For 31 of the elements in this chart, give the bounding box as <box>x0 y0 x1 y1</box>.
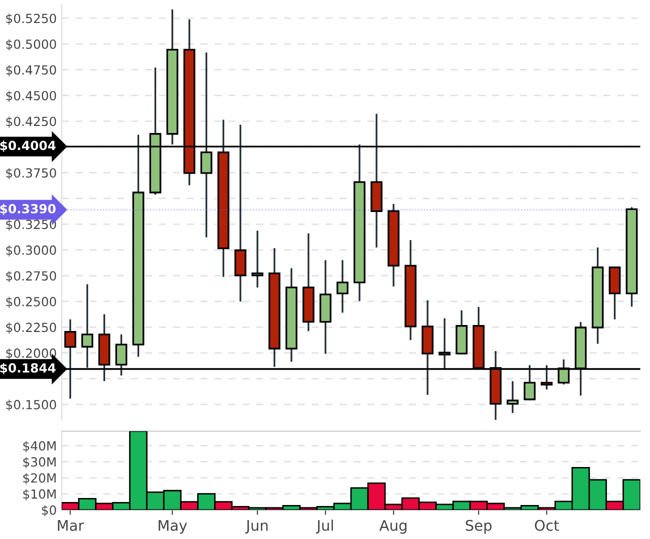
x-tick-label: May <box>158 520 187 534</box>
y-tick-label: $0.1500 <box>6 400 56 412</box>
y-tick-label: $0.3250 <box>6 219 56 231</box>
y-tick-label: $0.3000 <box>6 245 56 257</box>
y-tick-label: $0.2750 <box>6 270 56 282</box>
x-tick-label: Jun <box>245 520 268 534</box>
candlestick <box>251 230 264 288</box>
x-tick-label: Mar <box>58 520 84 531</box>
ref-line-label: $0.3390 <box>0 204 56 216</box>
x-tick-label: Oct <box>534 520 559 531</box>
y-tick-label: $0.2500 <box>6 296 56 308</box>
y-tick-label: $0.2250 <box>6 322 56 334</box>
x-tick-label: Jul <box>316 520 333 534</box>
y-tick-label: $0.4750 <box>6 64 56 76</box>
x-tick-label: Aug <box>379 520 406 534</box>
y-tick-label: $0.4500 <box>6 90 56 102</box>
y-tick-label: $0.2000 <box>6 348 56 360</box>
y-tick-label: $20M <box>23 473 56 484</box>
ref-line-label: $0.4004 <box>0 140 56 152</box>
y-tick-label: $40M <box>23 440 56 452</box>
candlestick <box>336 260 348 313</box>
candlestick <box>506 381 519 413</box>
y-tick-label: $0.3750 <box>6 168 56 180</box>
y-tick-label: $0.4250 <box>6 116 56 128</box>
ref-line-label: $0.1844 <box>0 362 56 374</box>
y-tick-label: $0 <box>42 505 56 516</box>
y-tick-label: $0.5250 <box>6 13 56 25</box>
y-tick-label: $30M <box>23 456 56 468</box>
y-tick-label: $10M <box>23 489 56 500</box>
y-tick-label: $0.5000 <box>6 39 56 51</box>
x-tick-label: Sep <box>466 520 492 534</box>
